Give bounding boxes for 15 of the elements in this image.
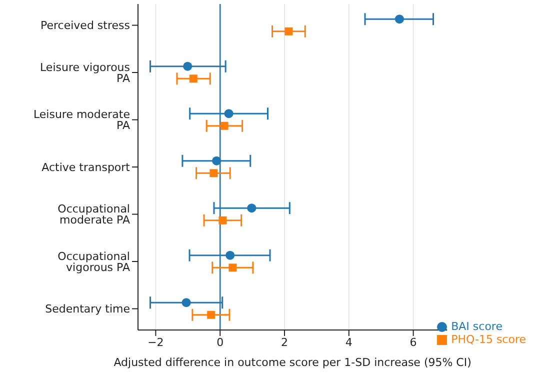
- y-tick-label: Leisure moderate PA: [33, 108, 130, 132]
- x-tick-label: 6: [410, 336, 417, 349]
- x-tick-label: 4: [345, 336, 352, 349]
- x-tick-label: 2: [281, 336, 288, 349]
- x-tick-label: 0: [216, 336, 224, 349]
- legend-label: BAI score: [451, 320, 502, 333]
- x-axis-title: Adjusted difference in outcome score per 1-SD increase (95% CI): [114, 356, 472, 369]
- y-tick-label: Perceived stress: [40, 19, 130, 32]
- legend-label: PHQ-15 score: [451, 333, 526, 346]
- y-tick-label: Leisure vigorous PA: [40, 60, 130, 85]
- y-tick-label: Occupational vigorous PA: [58, 250, 130, 274]
- y-tick-label: Sedentary time: [45, 302, 130, 316]
- y-tick-label: Occupational moderate PA: [58, 202, 130, 227]
- y-tick-label: Active transport: [42, 160, 131, 174]
- x-tick-label: −2: [148, 336, 164, 349]
